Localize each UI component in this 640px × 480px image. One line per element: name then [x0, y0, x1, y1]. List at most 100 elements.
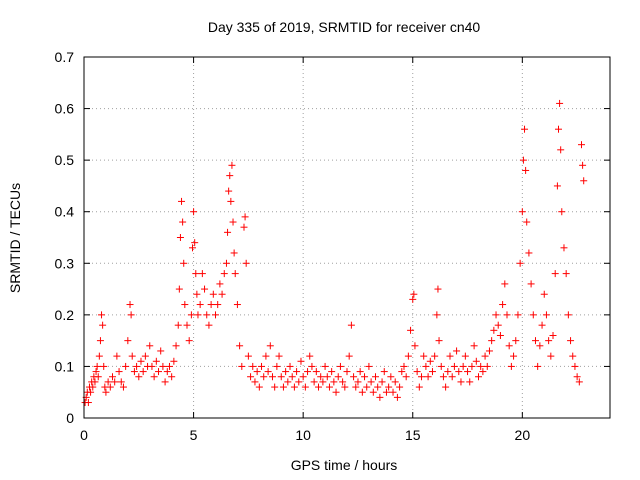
data-point: [284, 378, 292, 386]
data-point: [228, 161, 236, 169]
data-point: [464, 368, 472, 376]
data-point: [214, 301, 222, 309]
data-point: [229, 218, 237, 226]
data-point: [100, 362, 108, 370]
data-point: [415, 383, 423, 391]
data-point: [575, 378, 583, 386]
data-point: [242, 259, 250, 267]
data-point: [161, 378, 169, 386]
data-point: [547, 352, 555, 360]
data-point: [266, 342, 274, 350]
data-point: [108, 373, 116, 381]
data-point: [286, 362, 294, 370]
data-point: [354, 378, 362, 386]
data-point: [466, 378, 474, 386]
data-point: [207, 301, 215, 309]
data-point: [522, 166, 530, 174]
data-point: [102, 388, 110, 396]
data-point: [295, 378, 303, 386]
data-point: [172, 342, 180, 350]
data-point: [496, 331, 504, 339]
data-point: [317, 373, 325, 381]
data-point: [304, 368, 312, 376]
data-point: [525, 249, 533, 257]
data-point: [365, 362, 373, 370]
data-point: [159, 362, 167, 370]
data-point: [437, 362, 445, 370]
data-point: [376, 393, 384, 401]
data-point: [512, 337, 520, 345]
x-tick-label: 5: [190, 427, 198, 443]
data-point: [400, 362, 408, 370]
y-tick-label: 0.6: [55, 101, 75, 117]
data-point: [117, 378, 125, 386]
data-point: [209, 290, 217, 298]
data-point: [124, 337, 132, 345]
data-point: [407, 326, 415, 334]
plot-frame: [83, 56, 611, 419]
y-axis-label: SRMTID / TECUs: [7, 183, 23, 293]
data-point: [325, 383, 333, 391]
data-point: [183, 321, 191, 329]
data-point: [187, 311, 195, 319]
data-point: [126, 301, 134, 309]
data-point: [540, 290, 548, 298]
data-point: [457, 378, 465, 386]
data-point: [168, 373, 176, 381]
data-point: [113, 352, 121, 360]
data-point: [212, 311, 219, 319]
data-point: [371, 373, 379, 381]
data-point: [334, 373, 342, 381]
data-point: [93, 362, 101, 370]
data-point: [185, 337, 193, 345]
data-point: [244, 352, 252, 360]
data-point: [157, 347, 165, 355]
data-point: [104, 378, 112, 386]
data-point: [420, 352, 428, 360]
data-point: [434, 285, 442, 293]
data-point: [319, 378, 327, 386]
data-point: [92, 368, 100, 376]
data-point: [461, 352, 469, 360]
data-point: [418, 373, 426, 381]
data-point: [192, 270, 200, 278]
y-tick-label: 0.3: [55, 255, 75, 271]
data-point: [367, 378, 375, 386]
data-point: [545, 337, 553, 345]
data-point: [369, 388, 377, 396]
data-point: [398, 368, 406, 376]
data-point: [301, 383, 309, 391]
data-point: [137, 357, 145, 365]
data-point: [297, 357, 305, 365]
data-point: [557, 146, 565, 154]
data-point: [503, 311, 511, 319]
data-point: [231, 270, 239, 278]
data-point: [352, 383, 360, 391]
data-point: [573, 373, 581, 381]
data-point: [529, 311, 537, 319]
data-point: [251, 378, 259, 386]
data-point: [178, 197, 186, 205]
data-series: [81, 99, 588, 407]
data-point: [163, 368, 171, 376]
data-point: [450, 362, 458, 370]
data-point: [152, 357, 160, 365]
data-point: [165, 362, 173, 370]
data-point: [569, 352, 577, 360]
data-point: [196, 301, 204, 309]
data-point: [343, 368, 351, 376]
data-point: [556, 99, 564, 107]
data-point: [150, 373, 158, 381]
data-point: [135, 373, 143, 381]
data-point: [490, 326, 498, 334]
data-point: [190, 208, 198, 216]
data-point: [554, 125, 562, 133]
data-point: [175, 285, 183, 293]
data-point: [148, 362, 156, 370]
y-tick-label: 0.2: [55, 307, 75, 323]
data-point: [127, 311, 135, 319]
data-point: [470, 342, 478, 350]
data-point: [220, 270, 228, 278]
data-point: [271, 383, 279, 391]
